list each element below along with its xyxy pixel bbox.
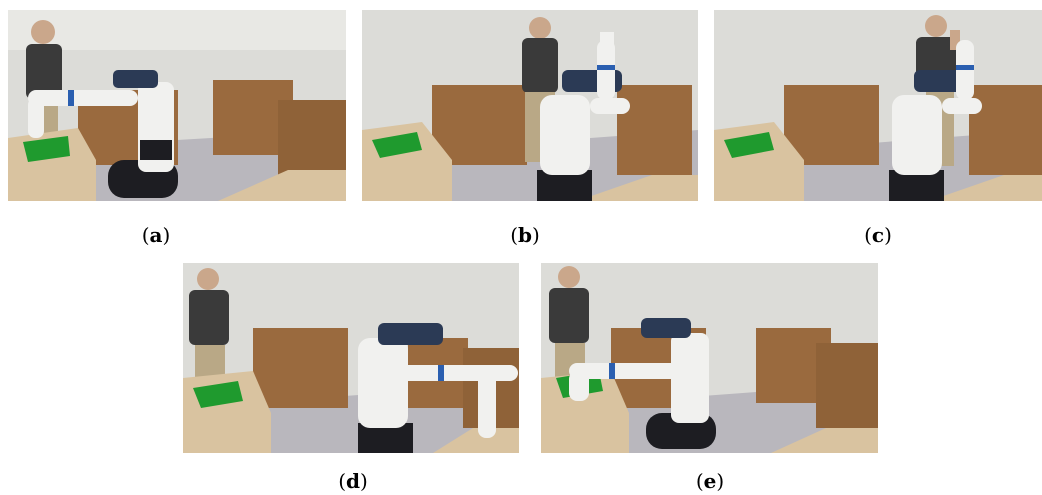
photo-c (714, 10, 1042, 201)
photo-b (362, 10, 698, 201)
photo-panel-a (8, 10, 346, 201)
caption-label-b: b (518, 223, 532, 247)
caption-label-c: c (871, 223, 885, 247)
caption-a: (a) (141, 223, 171, 247)
caption-label-e: e (703, 469, 717, 493)
caption-c: (c) (864, 223, 892, 247)
caption-e: (e) (695, 469, 725, 493)
caption-b: (b) (510, 223, 540, 247)
photo-panel-d (183, 263, 519, 453)
photo-panel-b (362, 10, 698, 201)
photo-panel-e (541, 263, 878, 453)
photo-d (183, 263, 519, 453)
caption-label-a: a (149, 223, 163, 247)
caption-d: (d) (338, 469, 368, 493)
photo-e (541, 263, 878, 453)
photo-a (8, 10, 346, 201)
caption-label-d: d (346, 469, 360, 493)
photo-panel-c (714, 10, 1042, 201)
